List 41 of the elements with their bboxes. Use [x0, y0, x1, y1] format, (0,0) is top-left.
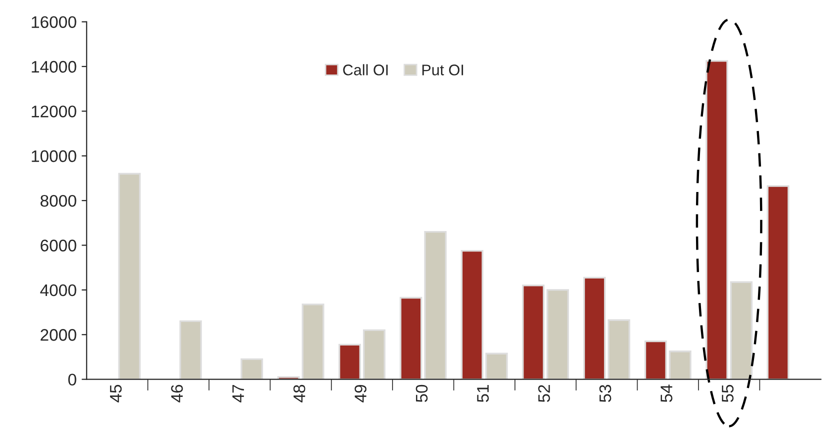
y-tick-label: 12000	[32, 106, 76, 118]
legend-label: Put OI	[422, 64, 464, 76]
x-tick-label: 46	[171, 384, 183, 402]
bar	[730, 281, 753, 380]
y-tick-label: 14000	[32, 60, 76, 73]
bar	[179, 320, 202, 380]
bar	[362, 329, 386, 380]
y-tick-label: 4000	[40, 284, 76, 296]
bar	[583, 276, 606, 380]
bar	[400, 296, 422, 380]
x-tick-label: 47	[232, 385, 244, 402]
bar	[460, 250, 484, 380]
bar	[766, 185, 790, 380]
x-tick-label: 52	[538, 385, 550, 402]
x-tick-label: 49	[354, 384, 366, 402]
bar	[546, 289, 570, 380]
bar	[644, 340, 667, 380]
y-tick-label: 2000	[40, 329, 76, 341]
bar	[240, 358, 264, 380]
bar	[424, 231, 447, 380]
x-tick-label: 54	[660, 384, 672, 402]
y-tick-label: 10000	[32, 150, 76, 162]
y-tick-label: 8000	[40, 194, 76, 207]
x-tick-label: 55	[722, 384, 734, 402]
x-tick-label: 50	[416, 384, 428, 402]
x-tick-label: 48	[293, 384, 306, 402]
bar	[668, 350, 692, 380]
bar	[706, 60, 728, 380]
bar	[302, 304, 324, 380]
bar	[485, 352, 508, 380]
legend-label: Call OI	[343, 64, 388, 76]
bar	[338, 344, 361, 380]
bar	[608, 319, 630, 380]
x-tick-label: 53	[599, 384, 612, 402]
y-tick-label: 0	[68, 374, 76, 386]
y-tick-label: 6000	[40, 240, 76, 252]
y-tick-label: 16000	[32, 16, 76, 28]
x-tick-label: 45	[110, 384, 122, 402]
bar	[118, 172, 141, 380]
bar	[522, 284, 545, 380]
x-tick-label: 51	[477, 384, 489, 402]
